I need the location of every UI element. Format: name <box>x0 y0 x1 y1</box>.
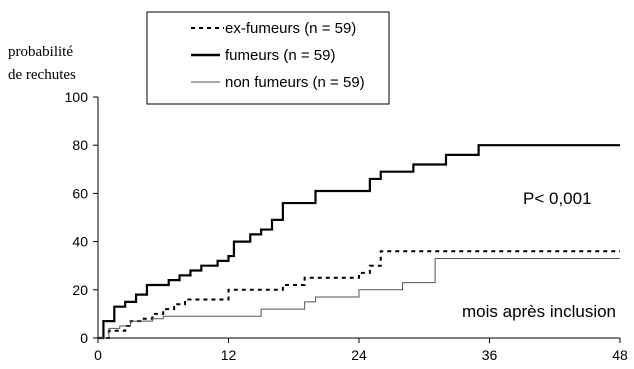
y-tick-label: 100 <box>65 89 89 105</box>
x-tick-label: 36 <box>482 347 498 363</box>
x-tick-label: 0 <box>94 347 102 363</box>
legend-label-non-fumeurs: non fumeurs (n = 59) <box>225 74 365 91</box>
legend: ex-fumeurs (n = 59) fumeurs (n = 59) non… <box>146 11 390 105</box>
series-ex-fumeurs-line <box>98 250 620 339</box>
legend-label-ex-fumeurs: ex-fumeurs (n = 59) <box>225 20 356 37</box>
x-tick-label: 24 <box>351 347 367 363</box>
x-ticks: 0 12 24 36 48 <box>94 338 628 363</box>
y-tick-label: 40 <box>72 234 88 250</box>
y-axis-label-line1: probabilité <box>8 44 73 60</box>
series-non-fumeurs-line <box>98 257 620 339</box>
y-ticks: 0 20 40 60 80 100 <box>65 89 98 346</box>
y-tick-label: 0 <box>80 330 88 346</box>
y-tick-label: 20 <box>72 282 88 298</box>
y-tick-label: 60 <box>72 185 88 201</box>
x-tick-label: 12 <box>221 347 237 363</box>
x-axis-label: mois après inclusion <box>462 302 616 321</box>
series-lines <box>98 144 620 340</box>
series-fumeurs-line <box>98 144 620 340</box>
x-tick-label: 48 <box>612 347 628 363</box>
legend-label-fumeurs: fumeurs (n = 59) <box>225 47 335 64</box>
legend-box <box>146 11 390 105</box>
y-tick-label: 80 <box>72 137 88 153</box>
p-value-annotation: P< 0,001 <box>523 189 592 208</box>
y-axis-label-line2: de rechutes <box>8 67 76 83</box>
